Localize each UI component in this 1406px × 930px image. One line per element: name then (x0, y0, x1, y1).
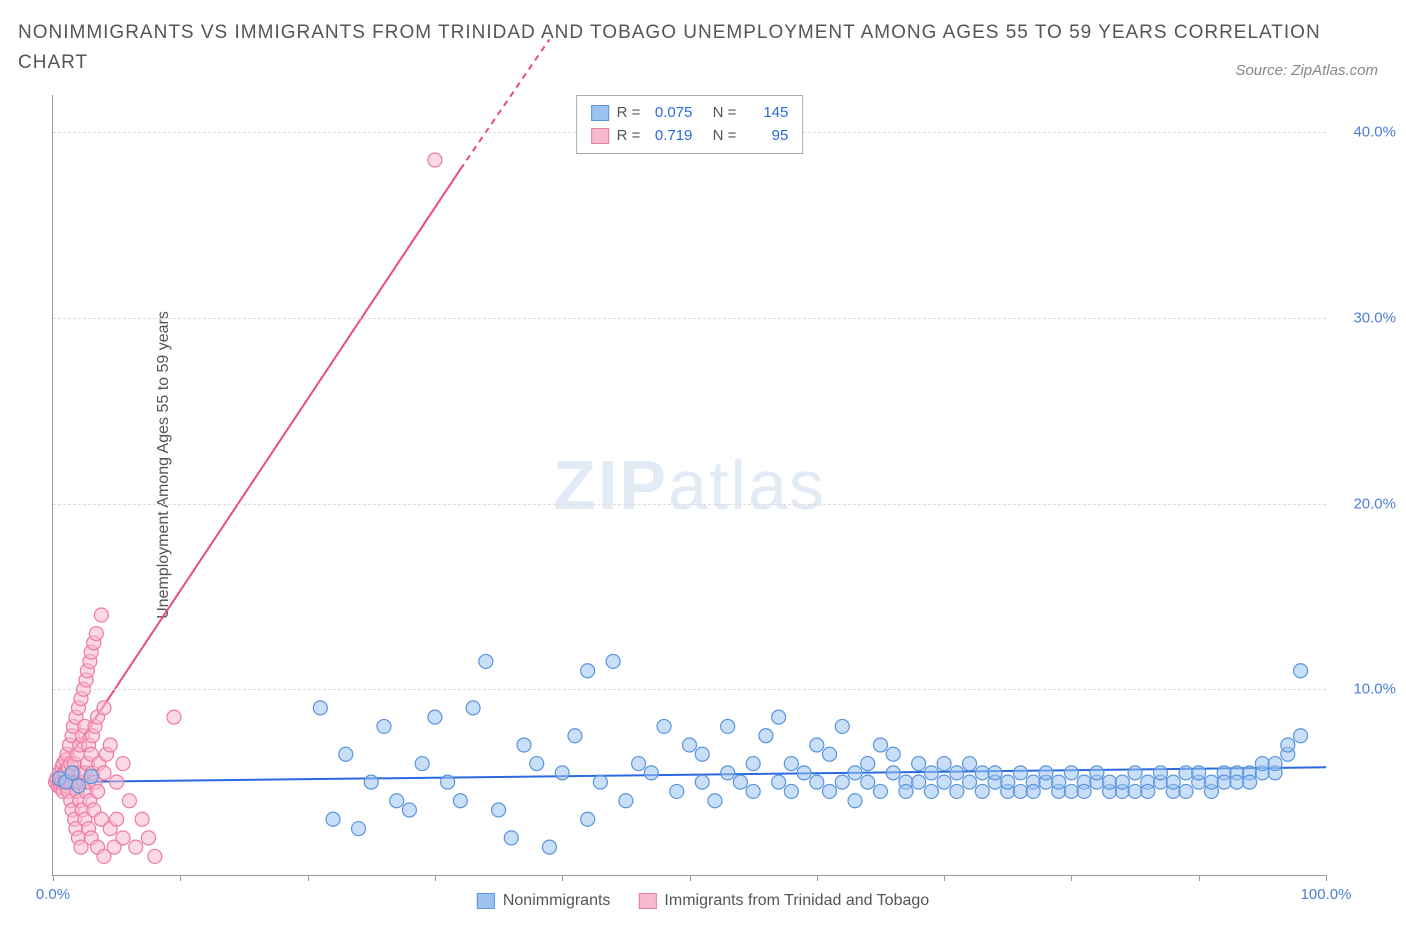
legend-item-blue: Nonimmigrants (477, 892, 611, 910)
r-value-blue: 0.075 (648, 102, 692, 125)
y-tick-label: 40.0% (1336, 124, 1396, 141)
y-tick-label: 30.0% (1336, 309, 1396, 326)
scatter-svg (53, 95, 1326, 875)
legend-label-pink: Immigrants from Trinidad and Tobago (664, 892, 929, 910)
n-label: N = (713, 125, 737, 148)
y-tick-label: 10.0% (1336, 681, 1396, 698)
x-tick-label: 0.0% (36, 886, 70, 903)
series-legend: Nonimmigrants Immigrants from Trinidad a… (477, 892, 929, 910)
swatch-blue-icon (591, 105, 609, 121)
legend-item-pink: Immigrants from Trinidad and Tobago (638, 892, 929, 910)
swatch-pink-icon (591, 128, 609, 144)
swatch-pink-icon (638, 893, 656, 909)
n-value-pink: 95 (744, 125, 788, 148)
n-label: N = (713, 102, 737, 125)
chart-plot-area: ZIPatlas R = 0.075 N = 145 R = 0.719 N =… (52, 95, 1326, 876)
swatch-blue-icon (477, 893, 495, 909)
r-label: R = (617, 102, 641, 125)
stats-row-pink: R = 0.719 N = 95 (591, 125, 789, 148)
stats-row-blue: R = 0.075 N = 145 (591, 102, 789, 125)
r-value-pink: 0.719 (648, 125, 692, 148)
chart-title: NONIMMIGRANTS VS IMMIGRANTS FROM TRINIDA… (18, 18, 1346, 79)
r-label: R = (617, 125, 641, 148)
n-value-blue: 145 (744, 102, 788, 125)
source-label: Source: ZipAtlas.com (1235, 62, 1378, 79)
legend-label-blue: Nonimmigrants (503, 892, 611, 910)
stats-legend: R = 0.075 N = 145 R = 0.719 N = 95 (576, 95, 804, 154)
x-tick-label: 100.0% (1301, 886, 1352, 903)
y-tick-label: 20.0% (1336, 495, 1396, 512)
